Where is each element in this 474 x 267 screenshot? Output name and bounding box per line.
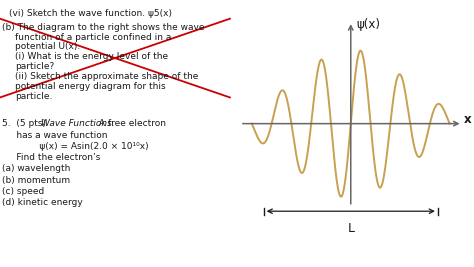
Text: L: L [347,222,354,235]
Text: x: x [464,113,471,126]
Text: (i) What is the energy level of the: (i) What is the energy level of the [15,52,168,61]
Text: (a) wavelength: (a) wavelength [2,164,71,174]
Text: particle.: particle. [15,92,53,101]
Text: (b) momentum: (b) momentum [2,176,71,185]
Text: 5.  (5 pts): 5. (5 pts) [2,119,49,128]
Text: (d) kinetic energy: (d) kinetic energy [2,198,83,207]
Text: potential U(x).: potential U(x). [15,42,81,52]
Text: has a wave function: has a wave function [2,131,108,140]
Text: (c) speed: (c) speed [2,187,45,196]
Text: potential energy diagram for this: potential energy diagram for this [15,82,166,91]
Text: Find the electron’s: Find the electron’s [2,153,100,162]
Text: (b) The diagram to the right shows the wave: (b) The diagram to the right shows the w… [2,23,205,32]
Text: function of a particle confined in a: function of a particle confined in a [15,33,172,42]
Text: (vi) Sketch the wave function. ψ5(x): (vi) Sketch the wave function. ψ5(x) [9,9,173,18]
Text: A free electron: A free electron [96,119,166,128]
Text: ψ(x) = Asin(2.0 × 10¹⁰x): ψ(x) = Asin(2.0 × 10¹⁰x) [2,142,149,151]
Text: particle?: particle? [15,62,55,71]
Text: Wave Functions.: Wave Functions. [41,119,115,128]
Text: ψ(x): ψ(x) [357,18,381,31]
Text: (ii) Sketch the approximate shape of the: (ii) Sketch the approximate shape of the [15,72,199,81]
